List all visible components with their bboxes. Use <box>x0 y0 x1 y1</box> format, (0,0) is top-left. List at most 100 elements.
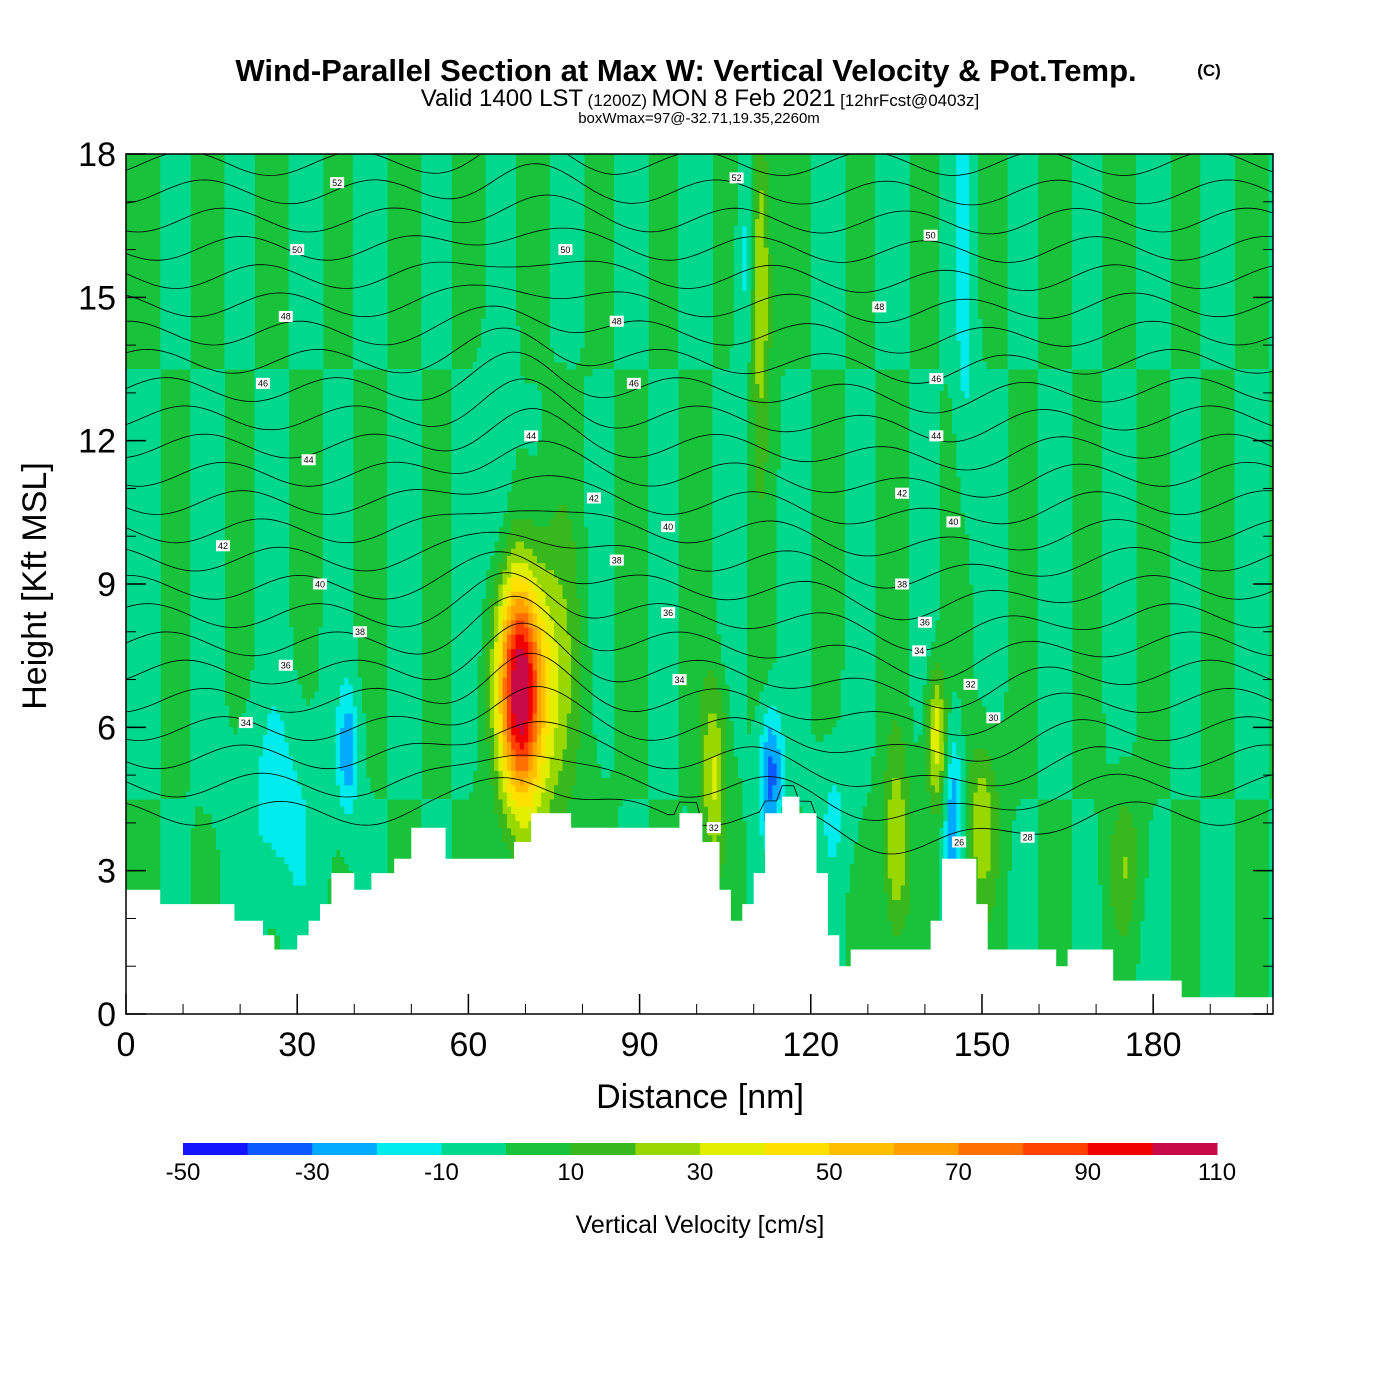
field-cell <box>190 627 196 635</box>
field-cell <box>160 175 166 184</box>
field-cell <box>352 720 358 728</box>
field-cell <box>361 354 367 363</box>
field-cell <box>237 189 243 198</box>
field-cell <box>211 369 217 377</box>
field-cell <box>233 913 238 922</box>
field-cell <box>190 691 196 700</box>
field-cell <box>250 333 255 341</box>
field-cell <box>391 756 397 764</box>
field-cell <box>215 469 221 478</box>
field-cell <box>378 218 384 227</box>
field-cell <box>207 469 213 478</box>
field-cell <box>327 576 333 585</box>
field-cell <box>369 318 375 327</box>
field-cell <box>250 275 255 284</box>
field-cell <box>203 705 208 714</box>
field-cell <box>143 555 148 564</box>
field-cell <box>387 483 392 492</box>
field-cell <box>258 784 264 793</box>
field-cell <box>220 813 226 822</box>
field-cell <box>198 698 204 707</box>
field-cell <box>194 555 200 564</box>
field-cell <box>322 390 328 399</box>
field-cell <box>344 548 350 556</box>
field-cell <box>292 856 298 865</box>
field-cell <box>344 627 350 635</box>
field-cell <box>288 842 294 850</box>
field-cell <box>292 748 298 757</box>
field-cell <box>292 154 298 162</box>
field-cell <box>429 240 435 248</box>
field-cell <box>228 333 234 341</box>
field-cell <box>305 297 311 306</box>
field-cell <box>391 512 397 521</box>
field-cell <box>395 605 401 614</box>
field-cell <box>327 455 333 463</box>
field-cell <box>160 225 166 234</box>
field-cell <box>168 197 174 205</box>
field-cell <box>408 533 414 542</box>
field-cell <box>339 691 345 700</box>
field-cell <box>151 727 157 736</box>
field-cell <box>305 333 311 341</box>
field-cell <box>344 827 350 836</box>
field-cell <box>220 741 226 750</box>
field-cell <box>190 476 196 485</box>
field-cell <box>408 684 414 693</box>
field-cell <box>203 655 208 664</box>
field-cell <box>357 218 362 227</box>
field-cell <box>254 727 260 736</box>
field-cell <box>344 612 350 621</box>
field-cell <box>198 376 204 384</box>
field-cell <box>314 304 320 313</box>
field-cell <box>220 842 226 850</box>
field-cell <box>352 340 358 349</box>
field-cell <box>194 533 200 542</box>
field-cell <box>310 856 315 865</box>
field-cell <box>168 863 174 872</box>
field-cell <box>151 390 157 399</box>
field-cell <box>378 311 384 320</box>
field-cell <box>357 225 362 234</box>
field-cell <box>237 820 243 829</box>
field-cell <box>374 297 380 306</box>
field-cell <box>288 240 294 248</box>
field-cell <box>314 698 320 707</box>
field-cell <box>425 297 431 306</box>
field-cell <box>417 490 422 499</box>
field-cell <box>297 189 303 198</box>
field-cell <box>211 806 217 814</box>
field-cell <box>262 440 268 449</box>
field-cell <box>267 541 273 549</box>
field-cell <box>417 376 422 384</box>
field-cell <box>348 447 354 456</box>
field-cell <box>155 619 161 628</box>
field-cell <box>365 863 371 872</box>
field-cell <box>245 347 251 356</box>
field-cell <box>305 834 311 843</box>
field-cell <box>143 691 148 700</box>
field-cell <box>331 698 337 707</box>
field-cell <box>207 397 213 406</box>
field-cell <box>331 741 337 750</box>
field-cell <box>275 756 281 764</box>
field-cell <box>391 591 397 599</box>
field-cell <box>254 877 260 886</box>
field-cell <box>267 892 273 900</box>
field-cell <box>250 175 255 184</box>
field-cell <box>147 698 153 707</box>
field-cell <box>387 655 392 664</box>
field-cell <box>417 720 422 728</box>
field-cell <box>305 813 311 822</box>
field-cell <box>284 913 290 922</box>
field-cell <box>331 813 337 822</box>
field-cell <box>387 519 392 528</box>
field-cell <box>271 734 277 743</box>
field-cell <box>181 885 187 893</box>
field-cell <box>318 225 324 234</box>
field-cell <box>275 734 281 743</box>
field-cell <box>151 662 157 671</box>
field-cell <box>258 462 264 470</box>
field-cell <box>228 283 234 291</box>
field-cell <box>207 383 213 392</box>
